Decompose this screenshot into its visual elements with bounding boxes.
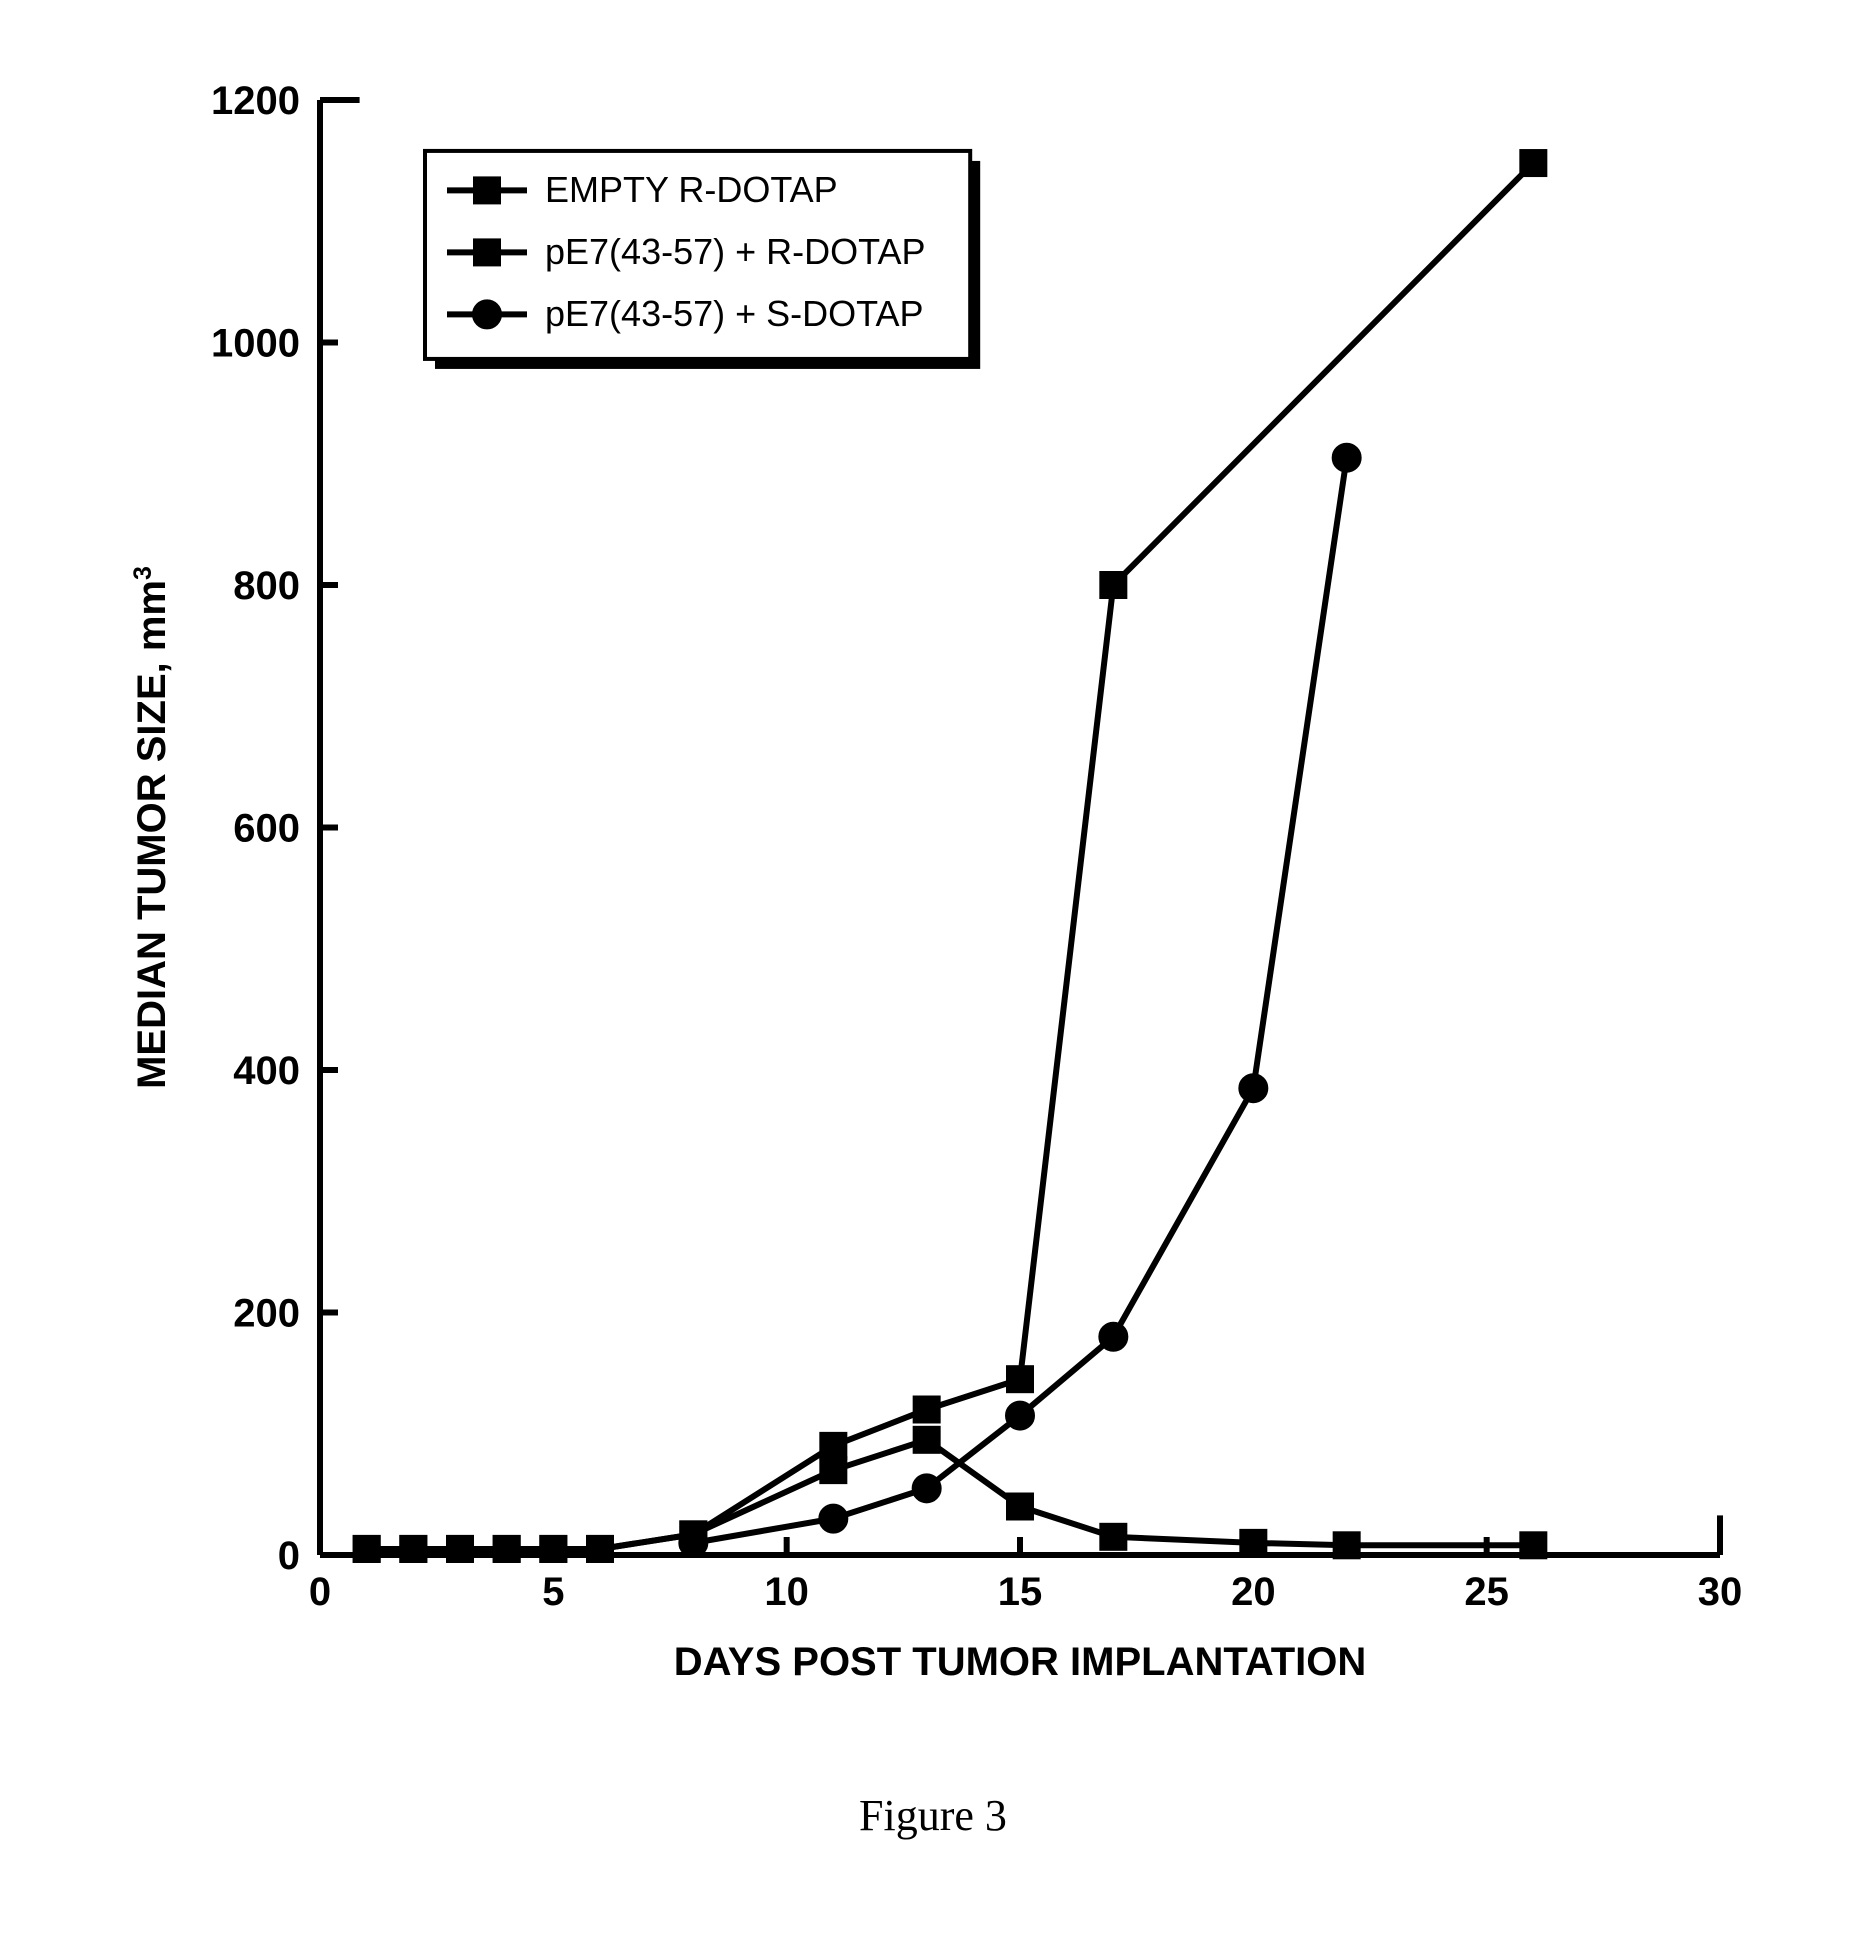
legend-label-0: EMPTY R-DOTAP	[545, 169, 838, 210]
svg-text:15: 15	[998, 1570, 1043, 1614]
svg-text:25: 25	[1464, 1570, 1509, 1614]
svg-text:200: 200	[233, 1292, 300, 1336]
svg-text:800: 800	[233, 564, 300, 608]
svg-text:400: 400	[233, 1049, 300, 1093]
svg-text:20: 20	[1231, 1570, 1276, 1614]
figure-caption: Figure 3	[0, 1790, 1866, 1841]
legend-label-1: pE7(43-57) + R-DOTAP	[545, 231, 925, 272]
page: 0 200 400 600 800 1000 1200 0 5 10 15 20 25 30 DAYS PO…	[0, 0, 1866, 1946]
svg-text:10: 10	[764, 1570, 809, 1614]
svg-text:600: 600	[233, 807, 300, 851]
legend-label-2: pE7(43-57) + S-DOTAP	[545, 293, 923, 334]
svg-text:0: 0	[278, 1534, 300, 1578]
x-axis-label: DAYS POST TUMOR IMPLANTATION	[674, 1640, 1367, 1684]
tumor-size-chart: 0 200 400 600 800 1000 1200 0 5 10 15 20 25 30 DAYS PO…	[90, 70, 1776, 1720]
svg-text:1200: 1200	[211, 79, 300, 123]
y-axis-label: MEDIAN TUMOR SIZE, mm3	[129, 566, 174, 1089]
chart-container: 0 200 400 600 800 1000 1200 0 5 10 15 20 25 30 DAYS PO…	[90, 70, 1776, 1720]
svg-text:1000: 1000	[211, 322, 300, 366]
svg-text:30: 30	[1698, 1570, 1743, 1614]
svg-text:5: 5	[542, 1570, 564, 1614]
svg-text:0: 0	[309, 1570, 331, 1614]
